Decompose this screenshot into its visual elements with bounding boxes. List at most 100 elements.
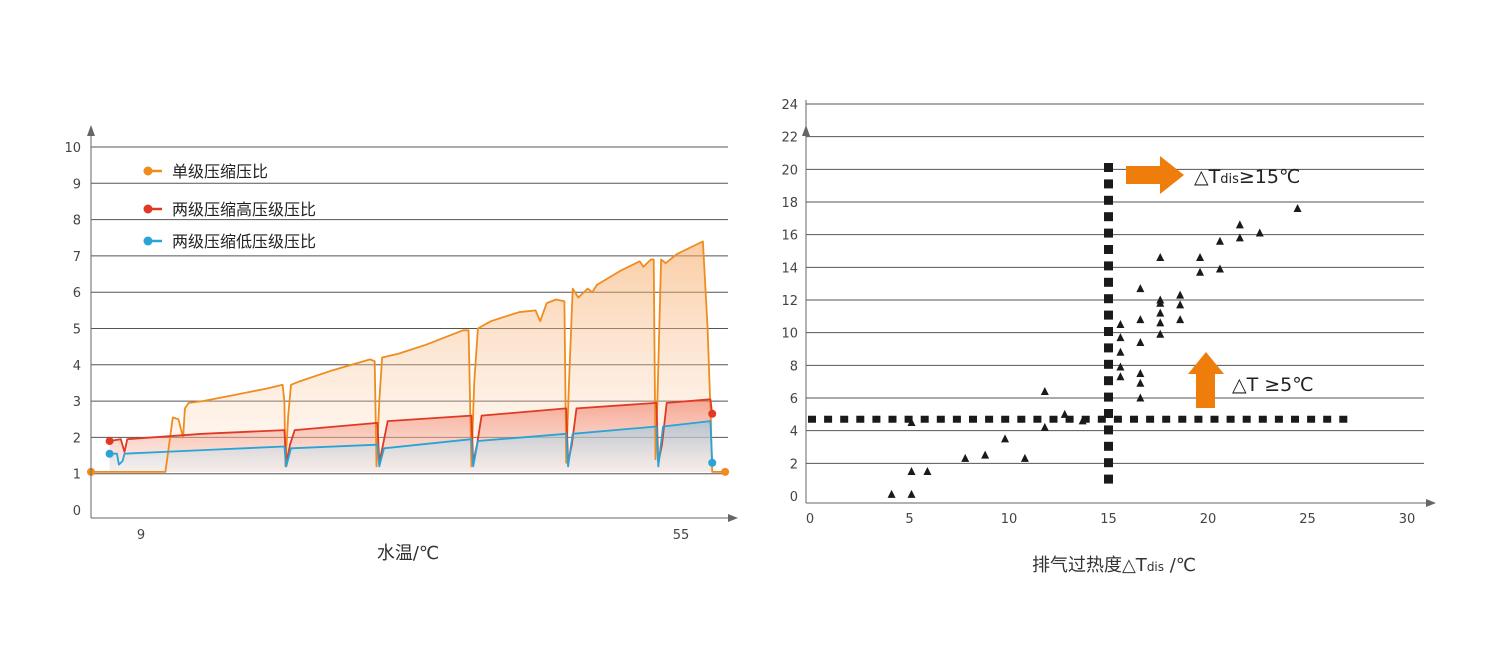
right-y-tick-label: 16 — [781, 229, 798, 244]
scatter-point — [1196, 267, 1205, 276]
right-x-tick-label: 5 — [905, 512, 913, 527]
vertical-threshold-dot — [1104, 392, 1113, 402]
left-y-tick-label: 0 — [73, 504, 81, 519]
vertical-threshold-dot — [1104, 474, 1113, 484]
right-y-tick-label: 24 — [781, 98, 798, 113]
scatter-point — [1215, 236, 1224, 245]
scatter-point — [1215, 264, 1224, 273]
annotation-top-sub: dis — [1220, 172, 1239, 187]
scatter-point — [1136, 393, 1145, 402]
left-x-tick-label: 9 — [137, 528, 145, 543]
horizontal-threshold-dot — [1307, 415, 1316, 423]
horizontal-threshold-dot — [824, 415, 833, 423]
right-y-tick-label: 10 — [781, 327, 798, 342]
horizontal-threshold-dot — [936, 415, 945, 423]
scatter-point — [1136, 369, 1145, 377]
single-series-line — [91, 240, 728, 473]
left-area-fills — [91, 241, 728, 472]
horizontal-threshold-dot — [840, 415, 849, 423]
left-y-tick-label: 3 — [73, 395, 81, 410]
vertical-threshold-dot — [1104, 294, 1113, 304]
vertical-threshold-dot — [1104, 245, 1113, 254]
vertical-threshold-dot — [1104, 425, 1113, 435]
horizontal-threshold-dot — [1146, 415, 1155, 423]
threshold-annotations: △Tdis≥15℃ △T ≥5℃ — [1126, 156, 1314, 408]
horizontal-threshold-dot — [1113, 415, 1122, 423]
low-series-line — [109, 420, 714, 468]
horizontal-threshold-dot — [1162, 415, 1171, 423]
horizontal-threshold-dot — [856, 415, 865, 423]
right-pointing-arrow-icon — [1126, 156, 1184, 194]
low-start-marker — [105, 449, 114, 458]
up-pointing-arrow-icon — [1188, 352, 1224, 408]
scatter-point — [1136, 315, 1145, 324]
right-x-axis-arrow — [1426, 499, 1436, 507]
vertical-threshold-dot — [1104, 179, 1113, 189]
scatter-point — [1156, 298, 1165, 307]
scatter-point — [923, 467, 932, 475]
right-x-tick-labels: 0 5 10 15 20 25 30 — [806, 512, 1415, 527]
horizontal-threshold-dot — [1226, 415, 1235, 423]
scatter-point — [1136, 284, 1145, 293]
single-end-marker — [721, 467, 730, 476]
horizontal-threshold-dot — [920, 415, 929, 423]
scatter-point — [1060, 409, 1069, 418]
horizontal-threshold-dot — [952, 415, 961, 423]
right-x-tick-label: 15 — [1100, 512, 1117, 527]
scatter-point — [1116, 372, 1125, 381]
left-x-tick-label: 55 — [673, 528, 690, 543]
vertical-threshold-dot — [1104, 277, 1113, 287]
right-x-tick-label: 30 — [1399, 512, 1416, 527]
scatter-point — [1078, 416, 1087, 425]
scatter-point — [1235, 233, 1244, 242]
horizontal-threshold-dot — [1274, 415, 1283, 423]
high-end-marker — [708, 409, 717, 418]
right-y-tick-label: 14 — [781, 261, 798, 276]
left-y-tick-label: 10 — [64, 141, 81, 156]
right-x-tick-label: 10 — [1001, 512, 1018, 527]
left-x-axis-label: 水温/℃ — [377, 543, 439, 564]
horizontal-threshold-dot — [904, 415, 913, 423]
scatter-point — [1176, 315, 1185, 324]
horizontal-threshold-dot — [1323, 415, 1332, 423]
legend-label-high: 两级压缩高压级压比 — [172, 200, 316, 219]
scatter-point — [1293, 204, 1302, 213]
scatter-point — [907, 489, 916, 498]
vertical-threshold-dot — [1104, 376, 1113, 386]
left-series-lines — [87, 240, 730, 476]
horizontal-threshold-dot — [969, 415, 977, 423]
scatter-points — [887, 204, 1302, 498]
right-x-tick-label: 0 — [806, 512, 814, 527]
annotation-top-rest: ≥15℃ — [1239, 166, 1300, 188]
right-y-tick-label: 6 — [790, 392, 798, 407]
horizontal-threshold-dot — [1291, 415, 1299, 423]
horizontal-threshold-dot — [888, 415, 897, 423]
left-y-tick-label: 4 — [73, 359, 81, 374]
left-y-tick-label: 8 — [73, 214, 81, 229]
legend-label-low: 两级压缩低压级压比 — [172, 232, 316, 251]
vertical-threshold-dot — [1104, 409, 1113, 418]
right-y-tick-label: 20 — [781, 163, 798, 178]
vertical-threshold-dot — [1104, 163, 1113, 172]
threshold-dotted-lines — [808, 163, 1348, 484]
water-temp-pressure-ratio-chart: 0 1 2 3 4 5 6 7 8 9 10 9 55 单级压缩压比两级压缩高压级压比两级压缩低压级压… — [64, 125, 738, 564]
scatter-point — [1255, 228, 1264, 237]
vertical-threshold-dot — [1104, 458, 1113, 468]
right-axes — [802, 100, 1436, 507]
scatter-point — [1136, 378, 1145, 387]
horizontal-threshold-dot — [1242, 415, 1251, 423]
scatter-point — [1156, 329, 1165, 338]
scatter-point — [1116, 347, 1125, 356]
right-x-axis-label-main: 排气过热度△T — [1032, 555, 1148, 576]
right-x-axis-label-sub: dis — [1147, 560, 1164, 574]
right-x-tick-label: 25 — [1299, 512, 1316, 527]
right-y-tick-label: 8 — [790, 359, 798, 374]
left-y-tick-label: 6 — [73, 286, 81, 301]
horizontal-threshold-dot — [1065, 415, 1074, 423]
low-end-marker — [708, 458, 717, 467]
left-y-tick-label: 1 — [73, 468, 81, 483]
